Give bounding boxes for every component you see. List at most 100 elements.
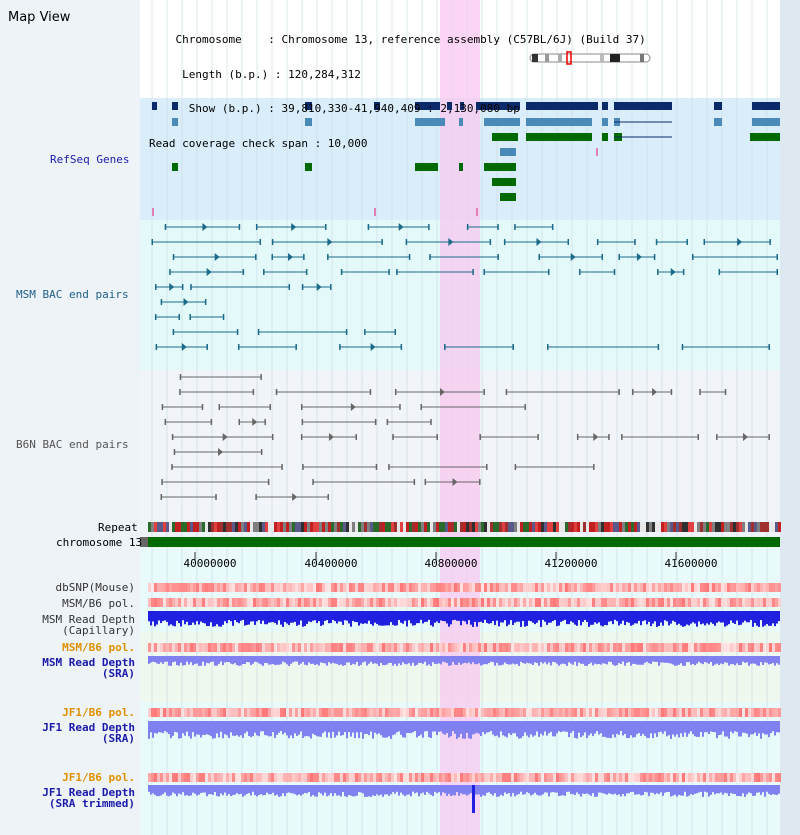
track-label-msm-bac[interactable]: MSM BAC end pairs bbox=[16, 288, 129, 301]
jf1-depth-trimmed-bar bbox=[190, 785, 192, 796]
msm-depth-cap-bar bbox=[380, 611, 382, 626]
jf1-depth-trimmed-bar bbox=[430, 785, 432, 795]
repeat-element bbox=[766, 522, 769, 532]
msm-pol-sra-bar bbox=[274, 643, 277, 652]
msm-depth-sra-bar bbox=[736, 656, 738, 664]
jf1-pol-trimmed-bar bbox=[154, 773, 157, 782]
msm-pol-cap-bar bbox=[388, 598, 391, 607]
track-label-msm-pol-sra[interactable]: MSM/B6 pol. bbox=[62, 641, 135, 654]
msm-pol-cap-bar bbox=[253, 598, 256, 607]
dbsnp-bar bbox=[604, 583, 607, 592]
msm-pol-sra-bar bbox=[658, 643, 661, 652]
msm-pol-sra-bar bbox=[232, 643, 235, 652]
msm-depth-cap-bar bbox=[354, 611, 356, 622]
msm-pol-cap-bar bbox=[661, 598, 664, 607]
jf1-pol-trimmed-bar bbox=[511, 773, 514, 782]
b6n-bac-pair-end bbox=[374, 419, 377, 425]
msm-pol-cap-bar bbox=[358, 598, 361, 607]
repeat-element bbox=[373, 522, 376, 532]
repeat-element bbox=[679, 522, 682, 532]
jf1-pol-trimmed-bar bbox=[688, 773, 691, 782]
msm-depth-sra-bar bbox=[250, 656, 252, 666]
jf1-depth-trimmed-bar bbox=[668, 785, 670, 792]
msm-bac-pair-end bbox=[164, 224, 167, 230]
jf1-depth-trimmed-bar bbox=[186, 785, 188, 796]
jf1-depth-trimmed-bar bbox=[612, 785, 614, 795]
jf1-pol-sra-bar bbox=[703, 708, 706, 717]
msm-depth-cap-bar bbox=[236, 611, 238, 623]
track-label-jf1-pol-sra[interactable]: JF1/B6 pol. bbox=[62, 706, 135, 719]
dbsnp-bar bbox=[229, 583, 232, 592]
msm-pol-cap-bar bbox=[775, 598, 778, 607]
msm-depth-sra-bar bbox=[620, 656, 622, 665]
jf1-depth-trimmed-bar bbox=[264, 785, 266, 796]
dbsnp-bar bbox=[733, 583, 736, 592]
msm-depth-sra-bar bbox=[500, 656, 502, 666]
msm-depth-cap-bar bbox=[402, 611, 404, 624]
track-label-dbsnp[interactable]: dbSNP(Mouse) bbox=[55, 581, 135, 594]
track-label-msm-depth-cap[interactable]: MSM Read Depth (Capillary) bbox=[42, 613, 135, 637]
msm-depth-cap-bar bbox=[396, 611, 398, 626]
dbsnp-bar bbox=[766, 583, 769, 592]
msm-pol-sra-bar bbox=[592, 643, 595, 652]
jf1-depth-sra-bar bbox=[652, 721, 654, 739]
msm-pol-cap-bar bbox=[340, 598, 343, 607]
msm-depth-sra-bar bbox=[448, 656, 450, 666]
msm-pol-sra-bar bbox=[313, 643, 316, 652]
repeat-element bbox=[562, 522, 565, 532]
jf1-pol-trimmed-bar bbox=[292, 773, 295, 782]
track-label-jf1-depth-sra[interactable]: JF1 Read Depth (SRA) bbox=[42, 721, 135, 745]
msm-depth-sra-bar bbox=[506, 656, 508, 665]
jf1-pol-trimmed-bar bbox=[286, 773, 289, 782]
msm-pol-sra-bar bbox=[292, 643, 295, 652]
b6n-bac-pair-end bbox=[424, 479, 427, 485]
jf1-pol-trimmed-bar bbox=[271, 773, 274, 782]
jf1-pol-trimmed-bar bbox=[535, 773, 538, 782]
jf1-pol-trimmed-bar bbox=[754, 773, 757, 782]
jf1-pol-sra-bar bbox=[451, 708, 454, 717]
msm-pol-sra-bar bbox=[430, 643, 433, 652]
msm-pol-cap-bar bbox=[163, 598, 166, 607]
track-label-refseq[interactable]: RefSeq Genes bbox=[50, 153, 130, 166]
msm-depth-sra-bar bbox=[770, 656, 772, 664]
msm-depth-sra-bar bbox=[292, 656, 294, 663]
msm-pol-sra-bar bbox=[343, 643, 346, 652]
dbsnp-bar bbox=[418, 583, 421, 592]
repeat-element bbox=[160, 522, 163, 532]
msm-pol-cap-bar bbox=[757, 598, 760, 607]
jf1-depth-sra-bar bbox=[618, 721, 620, 735]
msm-pol-sra-bar bbox=[277, 643, 280, 652]
track-label-b6n-bac[interactable]: B6N BAC end pairs bbox=[16, 438, 129, 451]
jf1-depth-trimmed-bar bbox=[196, 785, 198, 796]
jf1-pol-trimmed-bar bbox=[571, 773, 574, 782]
msm-pol-cap-bar bbox=[316, 598, 319, 607]
msm-depth-sra-bar bbox=[644, 656, 646, 663]
msm-depth-sra-bar bbox=[626, 656, 628, 663]
track-label-jf1-pol-trimmed[interactable]: JF1/B6 pol. bbox=[62, 771, 135, 784]
track-label-msm-depth-sra[interactable]: MSM Read Depth (SRA) bbox=[42, 656, 135, 680]
track-label-msm-pol-cap[interactable]: MSM/B6 pol. bbox=[62, 597, 135, 610]
jf1-pol-sra-bar bbox=[478, 708, 481, 717]
jf1-depth-sra-bar bbox=[390, 721, 392, 739]
dbsnp-bar bbox=[337, 583, 340, 592]
jf1-pol-sra-bar bbox=[682, 708, 685, 717]
jf1-depth-trimmed-bar bbox=[414, 785, 416, 794]
jf1-depth-trimmed-bar bbox=[376, 785, 378, 795]
jf1-depth-sra-bar bbox=[168, 721, 170, 735]
jf1-depth-sra-bar bbox=[418, 721, 420, 736]
jf1-depth-trimmed-bar bbox=[680, 785, 682, 796]
jf1-depth-trimmed-bar bbox=[404, 785, 406, 797]
jf1-depth-sra-bar bbox=[630, 721, 632, 736]
repeat-element bbox=[256, 522, 259, 532]
msm-pol-cap-bar bbox=[721, 598, 724, 607]
msm-depth-cap-bar bbox=[710, 611, 712, 623]
jf1-pol-sra-bar bbox=[268, 708, 271, 717]
jf1-pol-sra-bar bbox=[598, 708, 601, 717]
jf1-depth-trimmed-bar bbox=[664, 785, 666, 793]
gene-block bbox=[602, 118, 608, 126]
track-label-jf1-depth-trimmed[interactable]: JF1 Read Depth (SRA trimmed) bbox=[42, 786, 135, 810]
msm-pol-sra-bar bbox=[703, 643, 706, 652]
msm-bac-pair-end bbox=[653, 254, 656, 260]
jf1-depth-trimmed-bar bbox=[360, 785, 362, 793]
